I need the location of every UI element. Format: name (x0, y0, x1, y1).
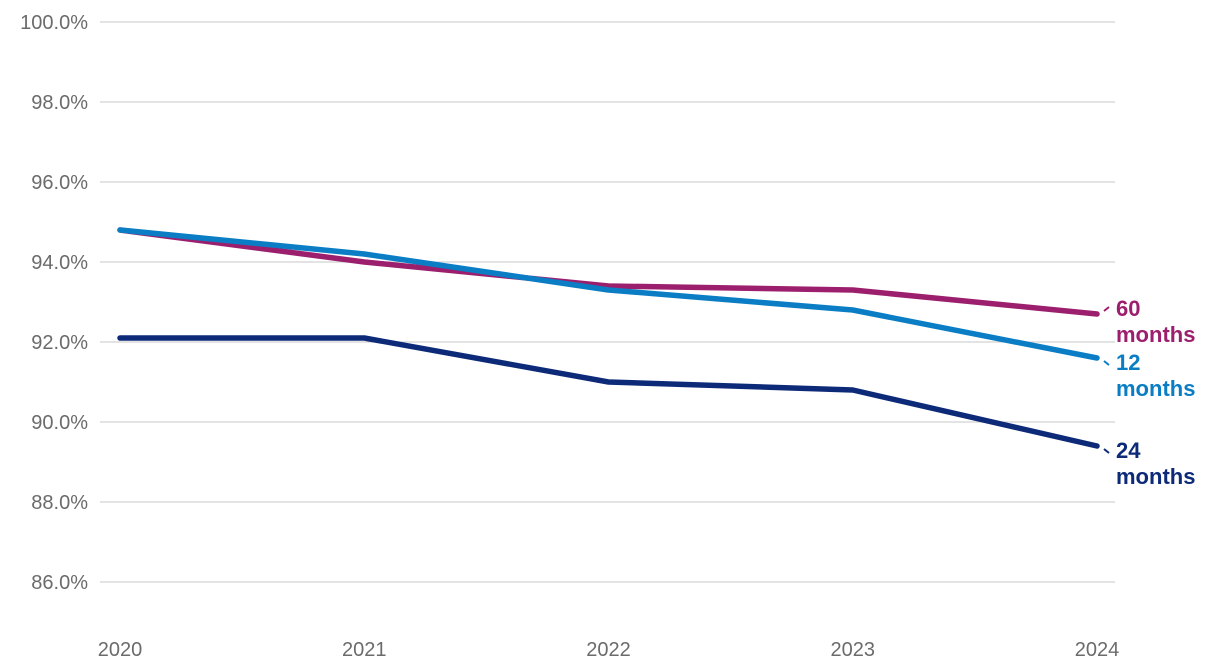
series-label-line: months (1116, 322, 1195, 347)
series-label-connector (1103, 448, 1110, 454)
series-label-line: 12 (1116, 350, 1140, 375)
series-lines (117, 227, 1100, 449)
series-label-line: months (1116, 376, 1195, 401)
series-label: 60 months (1116, 296, 1195, 347)
y-tick-label: 88.0% (31, 492, 88, 514)
x-tick-label: 2022 (586, 639, 631, 661)
series-label-line: 24 (1116, 438, 1141, 463)
y-tick-label: 98.0% (31, 92, 88, 114)
series-label-line: months (1116, 464, 1195, 489)
y-tick-label: 100.0% (20, 12, 88, 34)
series-label: 12 months (1116, 350, 1195, 401)
y-tick-label: 90.0% (31, 412, 88, 434)
series-label-connector (1103, 360, 1110, 366)
x-axis-tick-labels: 2020 2021 2022 2023 2024 (98, 639, 1120, 661)
series-label: 24 months (1116, 438, 1195, 489)
y-tick-label: 96.0% (31, 172, 88, 194)
y-tick-label: 94.0% (31, 252, 88, 274)
y-tick-label: 92.0% (31, 332, 88, 354)
y-tick-label: 86.0% (31, 572, 88, 594)
x-tick-label: 2024 (1075, 639, 1120, 661)
series-line (117, 335, 1100, 449)
grid-lines (100, 21, 1115, 583)
x-tick-label: 2023 (831, 639, 876, 661)
x-tick-label: 2021 (342, 639, 387, 661)
series-label-connector (1103, 306, 1110, 312)
x-tick-label: 2020 (98, 639, 143, 661)
series-label-line: 60 (1116, 296, 1140, 321)
y-axis-tick-labels: 86.0% 88.0% 90.0% 92.0% 94.0% 96.0% 98.0% 100.0… (20, 12, 88, 594)
